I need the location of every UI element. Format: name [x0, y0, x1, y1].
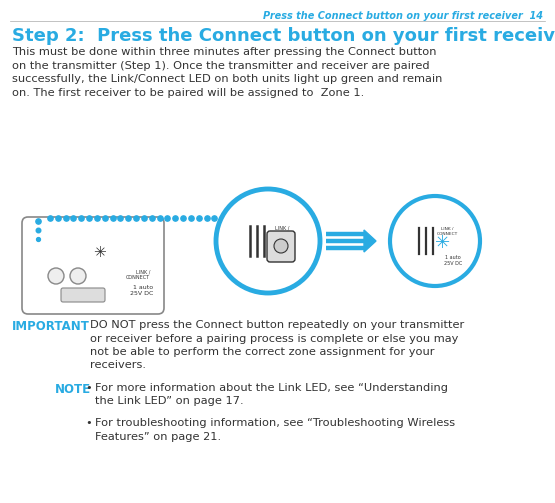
Text: DO NOT press the Connect button repeatedly on your transmitter: DO NOT press the Connect button repeated…: [90, 320, 464, 330]
FancyBboxPatch shape: [61, 288, 105, 302]
FancyBboxPatch shape: [22, 217, 164, 314]
Circle shape: [274, 239, 288, 253]
Text: Press the Connect button on your first receiver  14: Press the Connect button on your first r…: [263, 11, 543, 21]
Text: not be able to perform the correct zone assignment for your: not be able to perform the correct zone …: [90, 347, 435, 357]
Text: LINK /
CONNECT: LINK / CONNECT: [126, 269, 150, 280]
Text: successfully, the Link/Connect LED on both units light up green and remain: successfully, the Link/Connect LED on bo…: [12, 74, 442, 84]
Text: LINK /
CONNECT: LINK / CONNECT: [270, 225, 294, 236]
Text: 1 auto
25V DC: 1 auto 25V DC: [444, 255, 462, 266]
Circle shape: [70, 268, 86, 284]
Polygon shape: [364, 230, 376, 252]
Text: •: •: [85, 418, 92, 428]
Text: For more information about the Link LED, see “Understanding: For more information about the Link LED,…: [95, 383, 448, 393]
Circle shape: [390, 196, 480, 286]
Text: This must be done within three minutes after pressing the Connect button: This must be done within three minutes a…: [12, 47, 436, 57]
Text: Features” on page 21.: Features” on page 21.: [95, 432, 221, 442]
Text: •: •: [85, 383, 92, 393]
Text: LINK /
CONNECT: LINK / CONNECT: [436, 227, 458, 235]
Text: IMPORTANT: IMPORTANT: [12, 320, 90, 333]
Circle shape: [216, 189, 320, 293]
Text: or receiver before a pairing process is complete or else you may: or receiver before a pairing process is …: [90, 333, 458, 344]
Text: the Link LED” on page 17.: the Link LED” on page 17.: [95, 396, 244, 406]
Text: on. The first receiver to be paired will be assigned to  Zone 1.: on. The first receiver to be paired will…: [12, 88, 364, 98]
Text: ✳: ✳: [436, 234, 451, 252]
Circle shape: [48, 268, 64, 284]
Text: 1 auto
25V DC: 1 auto 25V DC: [130, 285, 153, 296]
Text: For troubleshooting information, see “Troubleshooting Wireless: For troubleshooting information, see “Tr…: [95, 418, 455, 428]
FancyBboxPatch shape: [267, 231, 295, 262]
Text: Step 2:  Press the Connect button on your first receiver: Step 2: Press the Connect button on your…: [12, 27, 555, 45]
Text: receivers.: receivers.: [90, 361, 146, 371]
Text: on the transmitter (Step 1). Once the transmitter and receiver are paired: on the transmitter (Step 1). Once the tr…: [12, 60, 430, 70]
Text: NOTE: NOTE: [55, 383, 91, 396]
Text: ✳: ✳: [93, 245, 106, 260]
